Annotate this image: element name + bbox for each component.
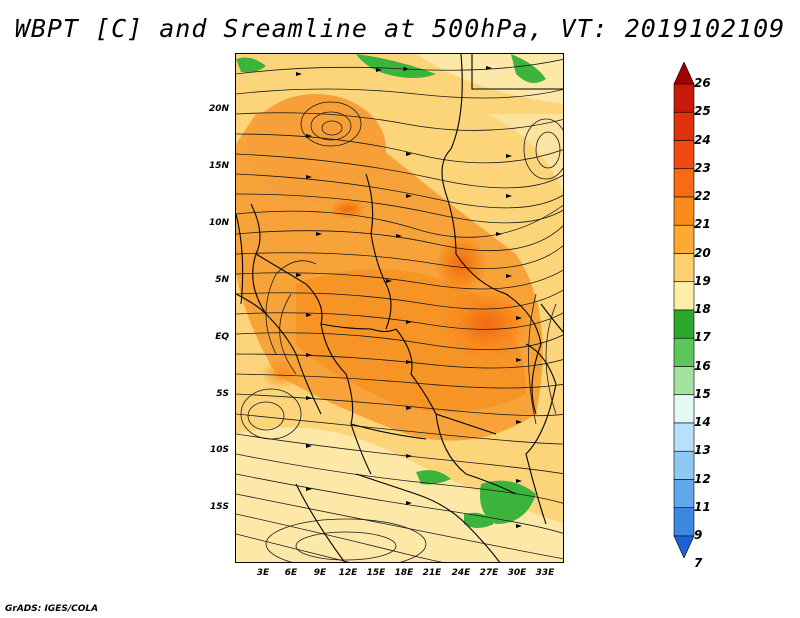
colorbar-segment: [673, 253, 695, 283]
chart-title: WBPT [C] and Sreamline at 500hPa, VT: 20…: [14, 14, 786, 43]
colorbar-segment: [673, 168, 695, 198]
colorbar-segment: [673, 140, 695, 170]
lon-label: 30E: [507, 568, 527, 578]
credit-text: GrADS: IGES/COLA: [5, 604, 99, 614]
field-green-south2: [464, 512, 494, 528]
lat-label: 20N: [208, 104, 229, 114]
colorbar-label: 20: [694, 245, 711, 260]
colorbar-label: 11: [694, 499, 711, 514]
lat-label: 5S: [216, 389, 229, 399]
colorbar-label: 7: [694, 556, 703, 571]
stream-arrows: [296, 66, 522, 528]
lat-label: 10N: [208, 218, 229, 228]
lat-label: 5N: [215, 275, 229, 285]
colorbar-segment: [673, 507, 695, 537]
colorbar-label: 13: [694, 443, 711, 458]
colorbar-segment: [673, 394, 695, 424]
lat-label: 15N: [208, 161, 229, 171]
lon-label: 3E: [256, 568, 270, 578]
colorbar-label: 23: [694, 160, 711, 175]
colorbar-label: 9: [694, 528, 703, 542]
lon-label: 12E: [338, 568, 358, 578]
field-cool-south: [236, 427, 563, 562]
colorbar-label: 21: [694, 217, 711, 232]
lat-label: EQ: [215, 332, 229, 342]
colorbar-label: 18: [694, 302, 711, 316]
map-panel: [235, 53, 564, 563]
streamlines: [236, 59, 563, 562]
colorbar-segment: [673, 450, 695, 480]
country-borders: [236, 54, 563, 562]
lon-label: 33E: [535, 568, 555, 578]
colorbar-segment: [673, 196, 695, 226]
colorbar-segment: [673, 224, 695, 254]
field-green-se: [480, 480, 536, 524]
colorbar-label: 24: [694, 132, 711, 147]
colorbar-bottom-triangle: [673, 535, 695, 558]
colorbar-segment: [673, 479, 695, 509]
colorbar-label: 19: [694, 273, 711, 288]
colorbar-segment: [673, 111, 695, 141]
colorbar-label: 17: [694, 330, 711, 345]
colorbar-segment: [673, 281, 695, 311]
field-green-nw: [236, 57, 266, 73]
map-svg: [236, 54, 563, 562]
colorbar-label: 22: [694, 189, 711, 203]
lon-label: 21E: [422, 568, 442, 578]
lon-label: 9E: [313, 568, 327, 578]
colorbar-segment: [673, 366, 695, 396]
field-hot-east: [441, 286, 531, 362]
colorbar-label: 16: [694, 358, 711, 373]
colorbar-label: 12: [694, 471, 711, 486]
field-green-north: [356, 54, 436, 78]
lon-label: 18E: [394, 568, 414, 578]
field-warm-north: [246, 94, 386, 204]
lon-label: 15E: [366, 568, 386, 578]
colorbar: [673, 62, 695, 558]
lon-label: 6E: [284, 568, 298, 578]
field-hot-north: [330, 199, 366, 219]
colorbar-segment: [673, 83, 695, 113]
lat-label: 10S: [209, 445, 229, 455]
colorbar-label: 15: [694, 386, 711, 401]
colorbar-label: 25: [694, 104, 711, 119]
colorbar-label: 14: [694, 415, 711, 429]
field-warm-west: [261, 359, 301, 389]
colorbar-label: 26: [694, 76, 711, 90]
lon-label: 27E: [479, 568, 499, 578]
colorbar-segment: [673, 422, 695, 452]
colorbar-segment: [673, 309, 695, 339]
lon-label: 24E: [451, 568, 471, 578]
colorbar-segment: [673, 337, 695, 367]
colorbar-top-triangle: [673, 62, 695, 85]
field-green-ne: [511, 54, 546, 83]
field-hot-center: [435, 234, 487, 294]
lat-label: 15S: [209, 502, 229, 512]
field-green-south: [416, 470, 451, 485]
